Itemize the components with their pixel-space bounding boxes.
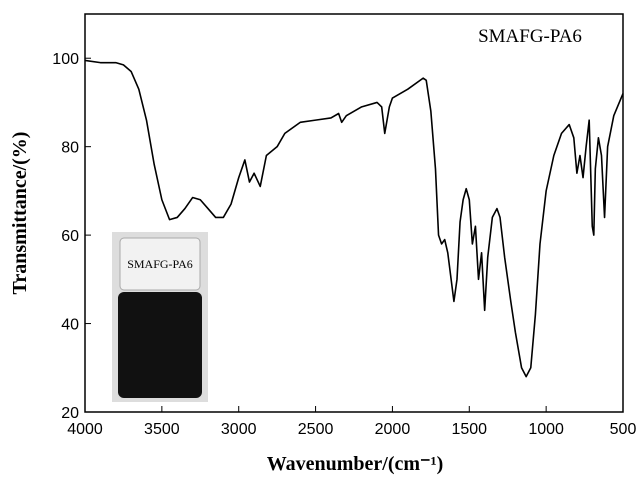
y-tick-label: 40 (61, 317, 79, 334)
spectrum-line (84, 59, 624, 378)
x-tick-label: 3000 (221, 421, 257, 438)
y-tick-label: 100 (52, 51, 79, 68)
plot-frame (84, 13, 624, 413)
x-tick-label: 1500 (451, 421, 487, 438)
x-tick-label: 500 (610, 421, 637, 438)
y-tick-label: 60 (61, 228, 79, 245)
x-tick-label: 2500 (298, 421, 334, 438)
x-tick-label: 4000 (67, 421, 103, 438)
inset-label: SMAFG-PA6 (127, 257, 193, 271)
annotation: SMAFG-PA6 (478, 26, 582, 47)
y-axis-label: Transmittance/(%) (9, 132, 31, 295)
bottle-cap (119, 237, 201, 291)
y-tick-label: 80 (61, 140, 79, 157)
y-tick-label: 20 (61, 405, 79, 422)
x-tick-label: 3500 (144, 421, 180, 438)
bottle-body (118, 292, 202, 398)
x-tick-label: 1000 (528, 421, 564, 438)
x-tick-label: 2000 (375, 421, 411, 438)
x-axis-label: Wavenumber/(cm⁻¹) (267, 453, 444, 475)
inset-photo: SMAFG-PA6 (112, 232, 208, 402)
